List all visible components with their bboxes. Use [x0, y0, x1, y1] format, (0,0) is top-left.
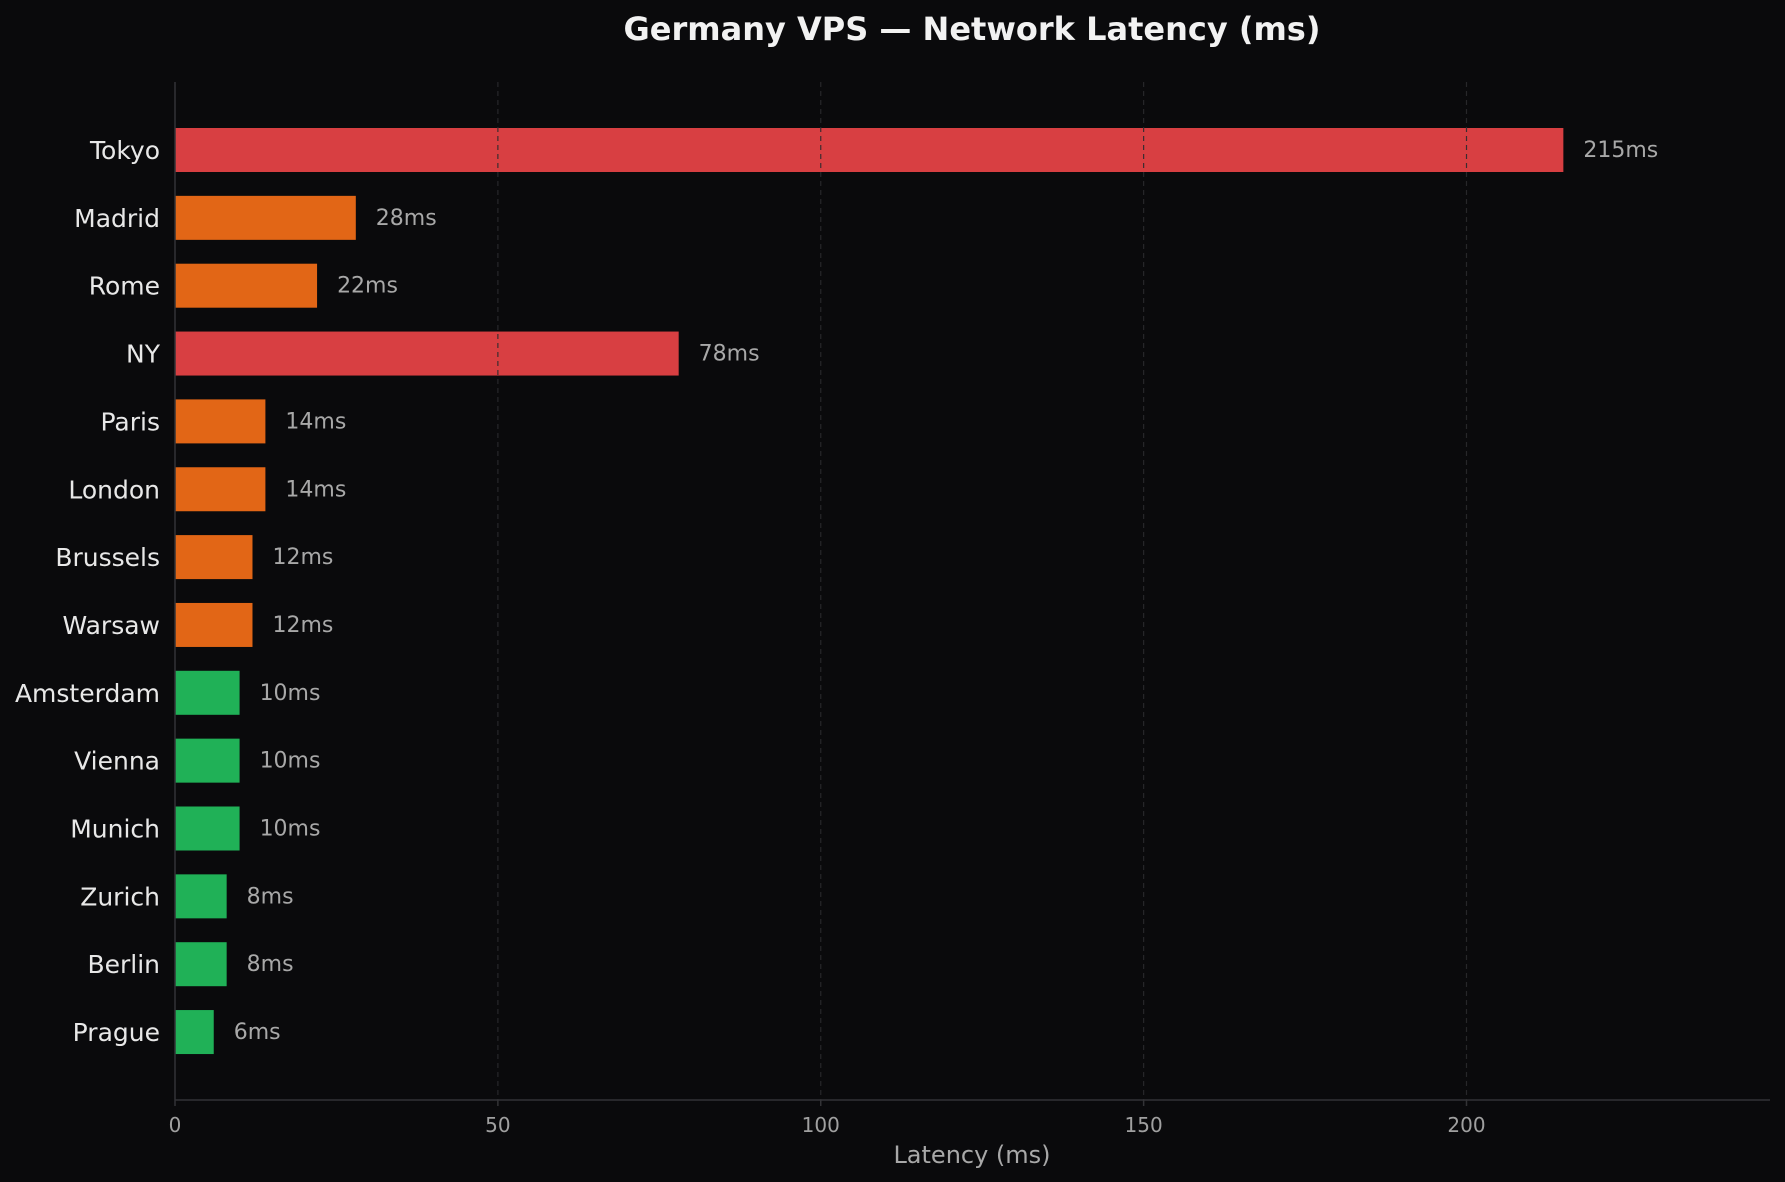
x-tick-label: 50 [485, 1113, 510, 1137]
value-label: 10ms [260, 749, 321, 774]
bar-brussels [175, 535, 253, 580]
value-label: 8ms [247, 884, 294, 909]
bar-berlin [175, 942, 227, 987]
grid-lines [497, 82, 1468, 1100]
value-label: 12ms [272, 613, 333, 638]
category-label: Tokyo [89, 136, 160, 165]
x-axis-title: Latency (ms) [893, 1141, 1050, 1169]
bar-amsterdam [175, 670, 240, 715]
category-label: Warsaw [62, 611, 160, 640]
value-label: 215ms [1583, 138, 1658, 163]
bar-london [175, 467, 266, 512]
value-label: 10ms [260, 681, 321, 706]
bar-tokyo [175, 128, 1564, 172]
value-label: 14ms [285, 477, 346, 502]
category-label: Vienna [74, 747, 160, 776]
x-tick-labels: 0 50 100 150 200 [169, 1113, 1486, 1137]
category-label: NY [126, 340, 161, 369]
category-label: Madrid [74, 204, 160, 233]
value-label: 12ms [272, 545, 333, 570]
value-label: 8ms [247, 952, 294, 977]
bar-rome [175, 263, 318, 308]
value-label: 14ms [285, 409, 346, 434]
category-label: Berlin [87, 950, 160, 979]
category-label: Paris [100, 407, 160, 436]
bar-paris [175, 399, 266, 444]
value-label: 78ms [699, 342, 760, 367]
category-label: Prague [73, 1018, 160, 1047]
bar-vienna [175, 738, 240, 783]
category-labels: Tokyo Madrid Rome NY Paris London Brussels Wars… [15, 136, 161, 1047]
category-label: London [68, 475, 160, 504]
value-label: 22ms [337, 274, 398, 299]
bar-zurich [175, 874, 227, 919]
bar-madrid [175, 195, 356, 240]
category-label: Amsterdam [15, 679, 160, 708]
x-tick-label: 100 [802, 1113, 840, 1137]
value-label: 6ms [234, 1020, 281, 1045]
axes [174, 82, 1770, 1106]
x-tick-label: 200 [1447, 1113, 1485, 1137]
bar-munich [175, 806, 240, 851]
category-label: Zurich [80, 882, 160, 911]
value-labels: 215ms 28ms 22ms 78ms 14ms 14ms 12ms 12ms 10ms 10m… [234, 138, 1659, 1045]
bar-ny [175, 331, 679, 376]
chart-title: Germany VPS — Network Latency (ms) [624, 10, 1321, 48]
value-label: 10ms [260, 817, 321, 842]
x-tick-label: 0 [169, 1113, 182, 1137]
bars [175, 128, 1564, 1055]
value-label: 28ms [376, 206, 437, 231]
category-label: Munich [70, 815, 160, 844]
category-label: Rome [89, 272, 160, 301]
bar-prague [175, 1010, 214, 1055]
category-label: Brussels [55, 543, 160, 572]
bar-warsaw [175, 602, 253, 647]
x-tick-label: 150 [1125, 1113, 1163, 1137]
